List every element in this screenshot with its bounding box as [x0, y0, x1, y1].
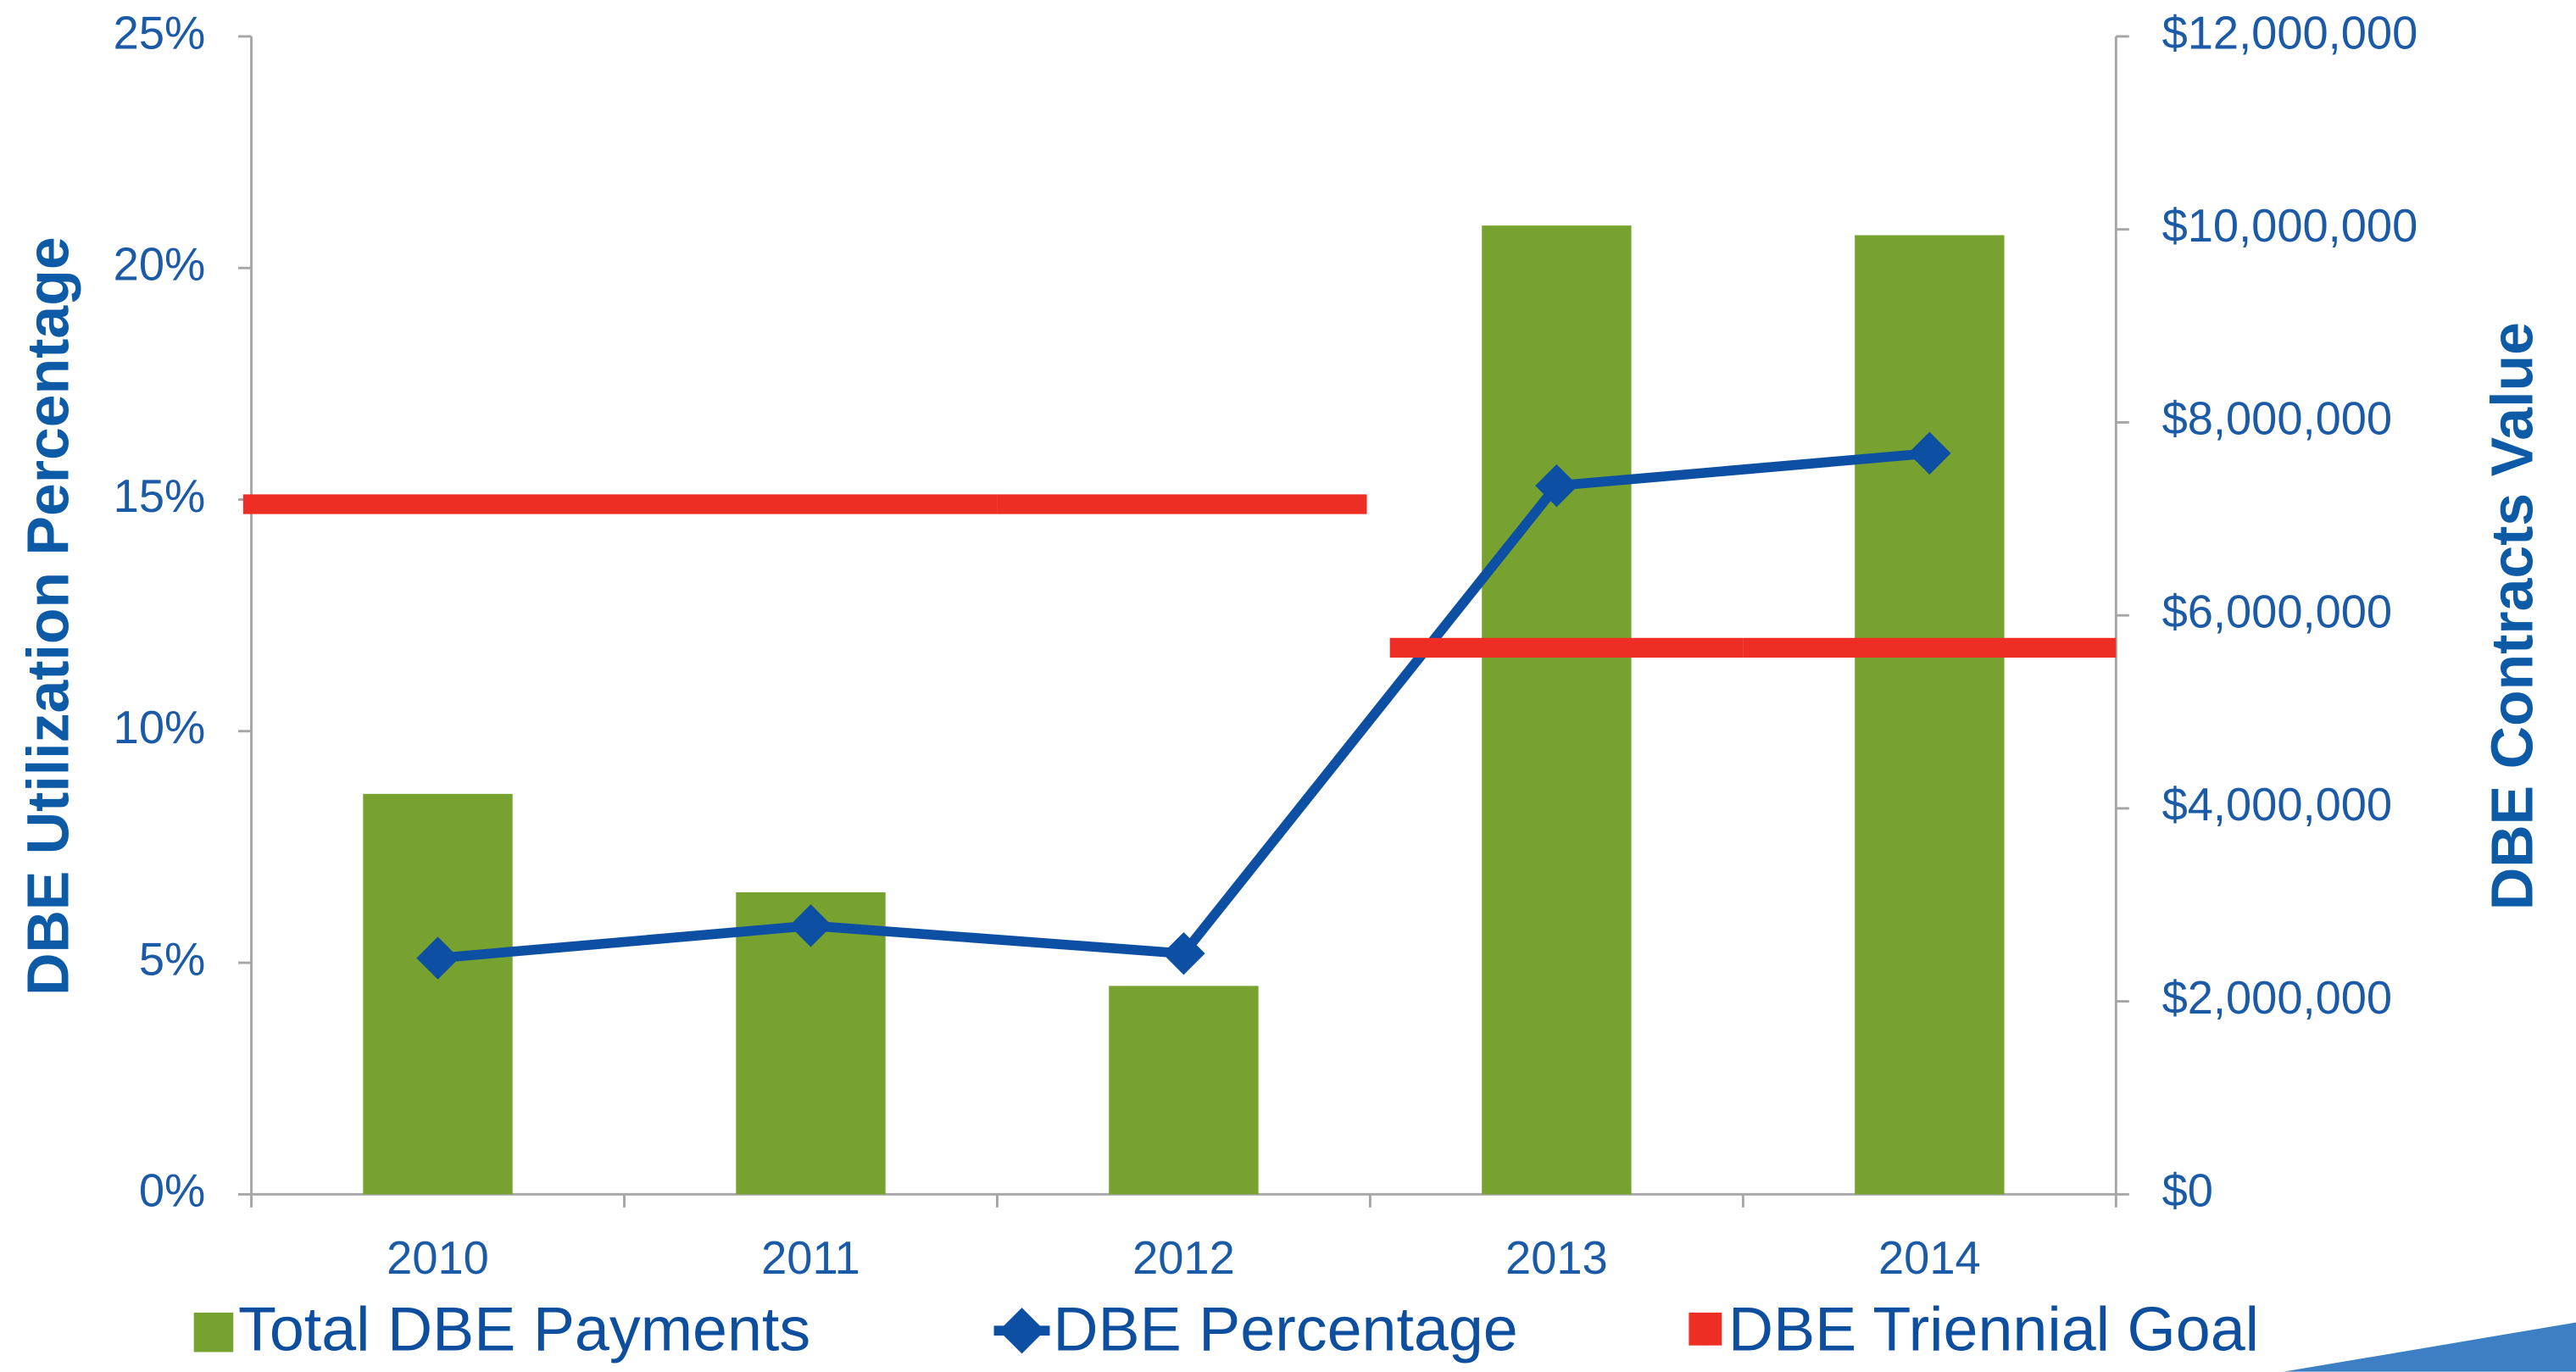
y2-tick-label: $8,000,000: [2162, 394, 2393, 445]
legend-label: Total DBE Payments: [238, 1294, 810, 1364]
legend-swatch: [1689, 1312, 1722, 1346]
x-tick-label: 2012: [1132, 1233, 1235, 1284]
line-marker: [789, 904, 832, 947]
y-axis-title: DBE Utilization Percentage: [14, 236, 81, 996]
line: [437, 448, 1930, 964]
decor-swoosh: [2284, 1322, 2576, 1372]
y-tick-label: 20%: [114, 240, 206, 291]
x-tick-label: 2014: [1878, 1233, 1981, 1284]
bar: [1109, 986, 1259, 1195]
bar: [1855, 235, 2005, 1195]
y-tick-label: 5%: [139, 934, 205, 985]
x-tick-label: 2011: [761, 1233, 860, 1284]
legend-swatch: [193, 1312, 234, 1353]
line-marker: [1535, 464, 1578, 508]
legend-swatch: [999, 1308, 1045, 1354]
y2-tick-label: $6,000,000: [2162, 586, 2393, 637]
y2-tick-label: $2,000,000: [2162, 973, 2393, 1024]
y-tick-label: 0%: [139, 1166, 205, 1217]
y2-tick-label: $12,000,000: [2162, 8, 2418, 58]
x-tick-label: 2013: [1505, 1233, 1608, 1284]
bar: [1482, 225, 1632, 1195]
bar: [363, 793, 513, 1195]
line-marker: [1908, 431, 1951, 475]
y-tick-label: 10%: [114, 703, 206, 753]
y2-tick-label: $4,000,000: [2162, 780, 2393, 830]
legend-label: DBE Triennial Goal: [1728, 1294, 2259, 1364]
y-tick-label: 15%: [114, 471, 206, 522]
y2-tick-label: $0: [2162, 1166, 2213, 1217]
y2-axis-title: DBE Contracts Value: [2479, 322, 2545, 910]
x-tick-label: 2010: [387, 1233, 489, 1284]
y2-tick-label: $10,000,000: [2162, 201, 2418, 252]
line-marker: [416, 936, 459, 980]
line-marker: [1162, 931, 1205, 975]
y-tick-label: 25%: [114, 8, 206, 58]
legend-label: DBE Percentage: [1053, 1294, 1517, 1364]
